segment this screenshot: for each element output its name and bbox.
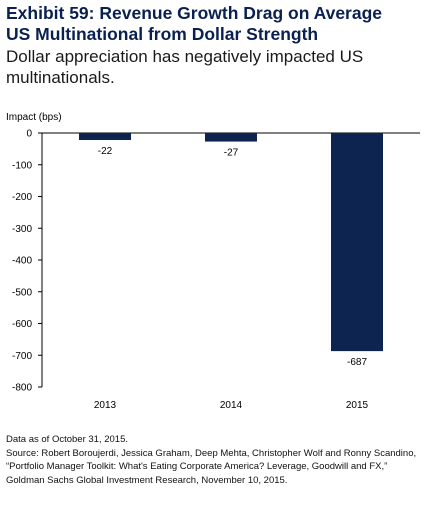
title-line-1: Exhibit 59: Revenue Growth Drag on Avera… bbox=[6, 3, 383, 23]
exhibit-subtitle: Dollar appreciation has negatively impac… bbox=[6, 46, 436, 88]
x-tick-label: 2014 bbox=[220, 400, 243, 411]
subtitle-line-1: Dollar appreciation has negatively impac… bbox=[6, 47, 364, 66]
source-notes: Data as of October 31, 2015. Source: Rob… bbox=[6, 433, 436, 487]
y-tick-label: -700 bbox=[12, 351, 32, 362]
source-line-2: “Portfolio Manager Toolkit: What's Eatin… bbox=[6, 461, 388, 472]
subtitle-line-2: multinationals. bbox=[6, 68, 115, 87]
source-line-3: Goldman Sachs Global Investment Research… bbox=[6, 474, 288, 486]
x-tick-label: 2013 bbox=[94, 400, 117, 411]
y-tick-label: -100 bbox=[12, 160, 32, 171]
y-tick-label: -600 bbox=[12, 319, 32, 330]
data-label-2015: -687 bbox=[347, 357, 367, 368]
y-tick-label: -800 bbox=[12, 383, 32, 394]
source-line-1: Source: Robert Boroujerdi, Jessica Graha… bbox=[6, 447, 417, 459]
bar-2014 bbox=[205, 133, 257, 142]
y-tick-label: -300 bbox=[12, 224, 32, 235]
title-line-2: US Multinational from Dollar Strength bbox=[6, 24, 319, 44]
y-tick-label: -200 bbox=[12, 192, 32, 203]
bar-2013 bbox=[79, 133, 131, 140]
data-date-note: Data as of October 31, 2015. bbox=[6, 434, 128, 445]
exhibit-title: Exhibit 59: Revenue Growth Drag on Avera… bbox=[6, 3, 436, 45]
y-tick-label: 0 bbox=[26, 129, 32, 140]
y-tick-label: -400 bbox=[12, 256, 32, 267]
y-axis-label: Impact (bps) bbox=[6, 112, 62, 123]
y-tick-label: -500 bbox=[12, 287, 32, 298]
bar-chart: 0 -100 -200 -300 -400 -500 -600 -700 -800 -22 2013… bbox=[12, 129, 420, 411]
x-tick-label: 2015 bbox=[346, 400, 369, 411]
data-label-2014: -27 bbox=[224, 148, 239, 159]
data-label-2013: -22 bbox=[98, 146, 113, 157]
bar-2015 bbox=[331, 133, 383, 352]
